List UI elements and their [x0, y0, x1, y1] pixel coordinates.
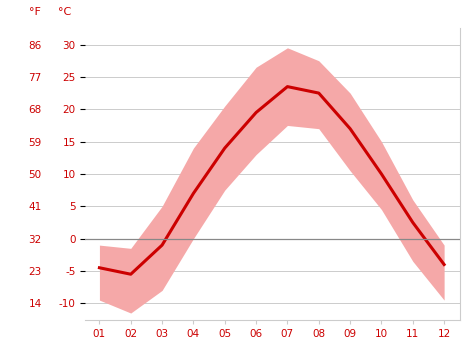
- Text: °C: °C: [58, 7, 72, 17]
- Text: °F: °F: [29, 7, 41, 17]
